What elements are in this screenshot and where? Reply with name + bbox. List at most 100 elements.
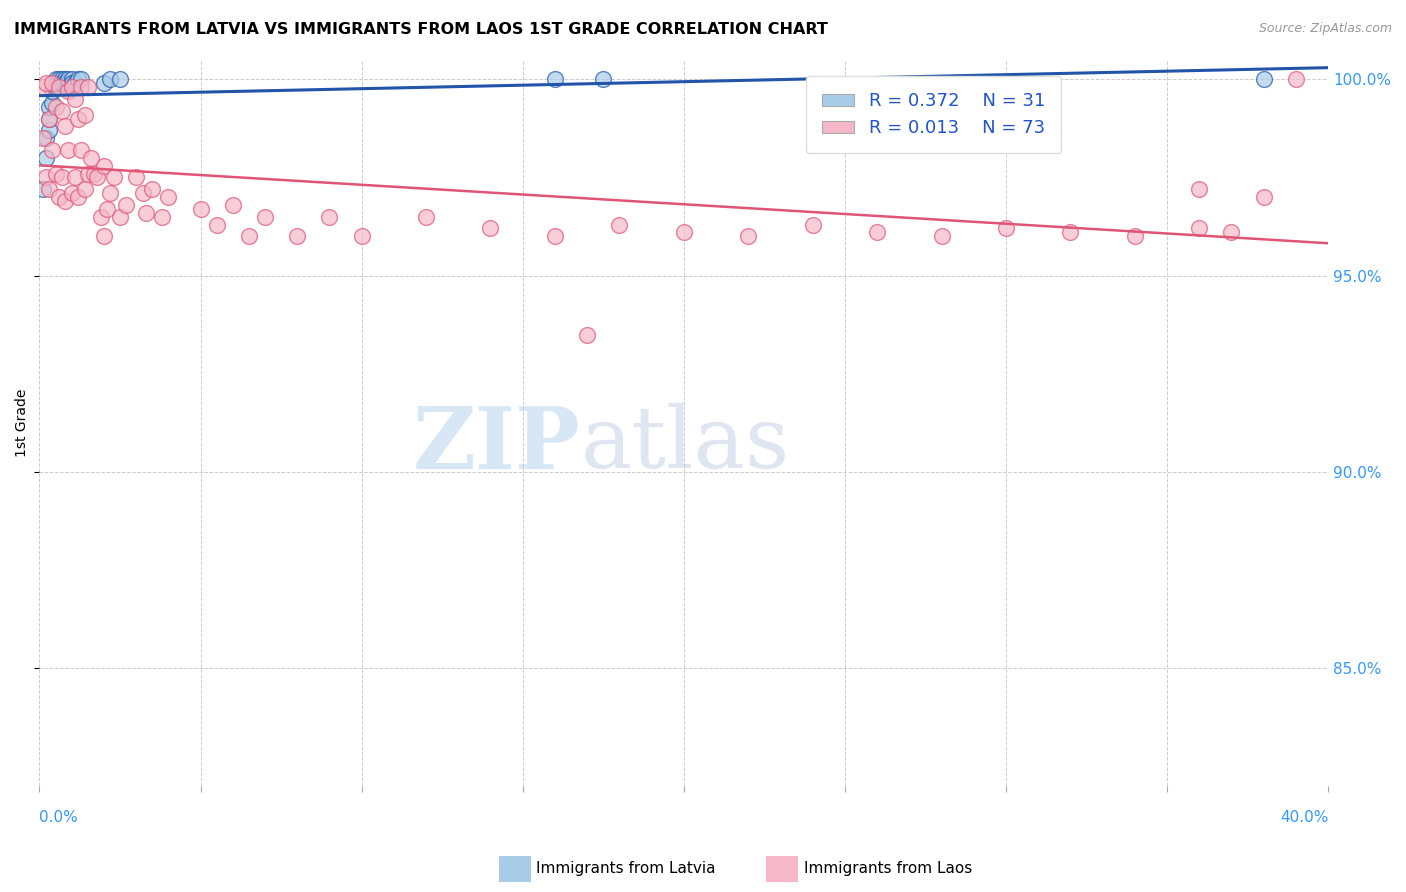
Point	[576, 327, 599, 342]
Point	[93, 229, 115, 244]
Point	[38, 123, 60, 137]
Text: atlas: atlas	[581, 403, 790, 486]
Text: 0.0%: 0.0%	[39, 810, 79, 825]
Point	[350, 229, 373, 244]
Point	[60, 80, 83, 95]
Point	[1188, 221, 1211, 235]
Point	[90, 210, 112, 224]
Point	[135, 206, 157, 220]
Point	[60, 72, 83, 87]
Point	[190, 202, 212, 216]
Point	[44, 76, 66, 90]
Y-axis label: 1st Grade: 1st Grade	[15, 389, 30, 457]
Point	[44, 72, 66, 87]
Point	[60, 76, 83, 90]
Point	[70, 80, 93, 95]
Point	[67, 72, 90, 87]
Text: IMMIGRANTS FROM LATVIA VS IMMIGRANTS FROM LAOS 1ST GRADE CORRELATION CHART: IMMIGRANTS FROM LATVIA VS IMMIGRANTS FRO…	[14, 22, 828, 37]
Point	[108, 210, 131, 224]
Point	[672, 226, 695, 240]
Point	[53, 72, 76, 87]
Legend: R = 0.372    N = 31, R = 0.013    N = 73: R = 0.372 N = 31, R = 0.013 N = 73	[806, 76, 1062, 153]
Point	[80, 151, 103, 165]
Point	[63, 170, 86, 185]
Point	[96, 202, 118, 216]
Point	[48, 190, 70, 204]
Point	[93, 159, 115, 173]
Point	[41, 76, 63, 90]
Point	[1220, 226, 1243, 240]
Point	[35, 170, 58, 185]
Point	[737, 229, 759, 244]
Point	[98, 186, 121, 201]
Point	[73, 182, 96, 196]
Point	[125, 170, 148, 185]
Point	[38, 182, 60, 196]
Point	[157, 190, 180, 204]
Point	[51, 76, 73, 90]
Point	[44, 100, 66, 114]
Text: ZIP: ZIP	[413, 402, 581, 487]
Point	[35, 151, 58, 165]
Point	[31, 131, 53, 145]
Point	[38, 112, 60, 126]
Point	[48, 72, 70, 87]
Point	[60, 186, 83, 201]
Point	[544, 72, 567, 87]
Point	[63, 76, 86, 90]
Point	[141, 182, 163, 196]
Point	[41, 143, 63, 157]
Point	[318, 210, 340, 224]
Point	[51, 103, 73, 118]
Text: Immigrants from Latvia: Immigrants from Latvia	[536, 862, 716, 876]
Text: Source: ZipAtlas.com: Source: ZipAtlas.com	[1258, 22, 1392, 36]
Point	[205, 218, 228, 232]
Point	[86, 170, 108, 185]
Point	[41, 84, 63, 98]
Point	[51, 170, 73, 185]
Point	[76, 80, 98, 95]
Point	[31, 80, 53, 95]
Point	[53, 120, 76, 134]
Point	[58, 143, 80, 157]
Point	[1285, 72, 1308, 87]
Point	[48, 80, 70, 95]
Point	[131, 186, 153, 201]
Point	[41, 95, 63, 110]
Point	[35, 76, 58, 90]
Point	[150, 210, 173, 224]
Point	[58, 84, 80, 98]
Point	[98, 72, 121, 87]
Point	[285, 229, 308, 244]
Point	[53, 76, 76, 90]
Point	[108, 72, 131, 87]
Point	[994, 221, 1017, 235]
Point	[35, 131, 58, 145]
Point	[801, 218, 824, 232]
Point	[70, 72, 93, 87]
Point	[607, 218, 630, 232]
Point	[103, 170, 125, 185]
Point	[1253, 190, 1275, 204]
Point	[73, 107, 96, 121]
Point	[44, 80, 66, 95]
Point	[115, 198, 138, 212]
Point	[866, 226, 889, 240]
Point	[53, 194, 76, 208]
Point	[93, 76, 115, 90]
Point	[67, 190, 90, 204]
Text: Immigrants from Laos: Immigrants from Laos	[804, 862, 973, 876]
Point	[51, 76, 73, 90]
Point	[58, 72, 80, 87]
Point	[544, 229, 567, 244]
Point	[38, 112, 60, 126]
Point	[51, 72, 73, 87]
Text: 40.0%: 40.0%	[1279, 810, 1329, 825]
Point	[70, 143, 93, 157]
Point	[31, 182, 53, 196]
Point	[222, 198, 245, 212]
Point	[1123, 229, 1146, 244]
Point	[1059, 226, 1081, 240]
Point	[38, 100, 60, 114]
Point	[931, 229, 953, 244]
